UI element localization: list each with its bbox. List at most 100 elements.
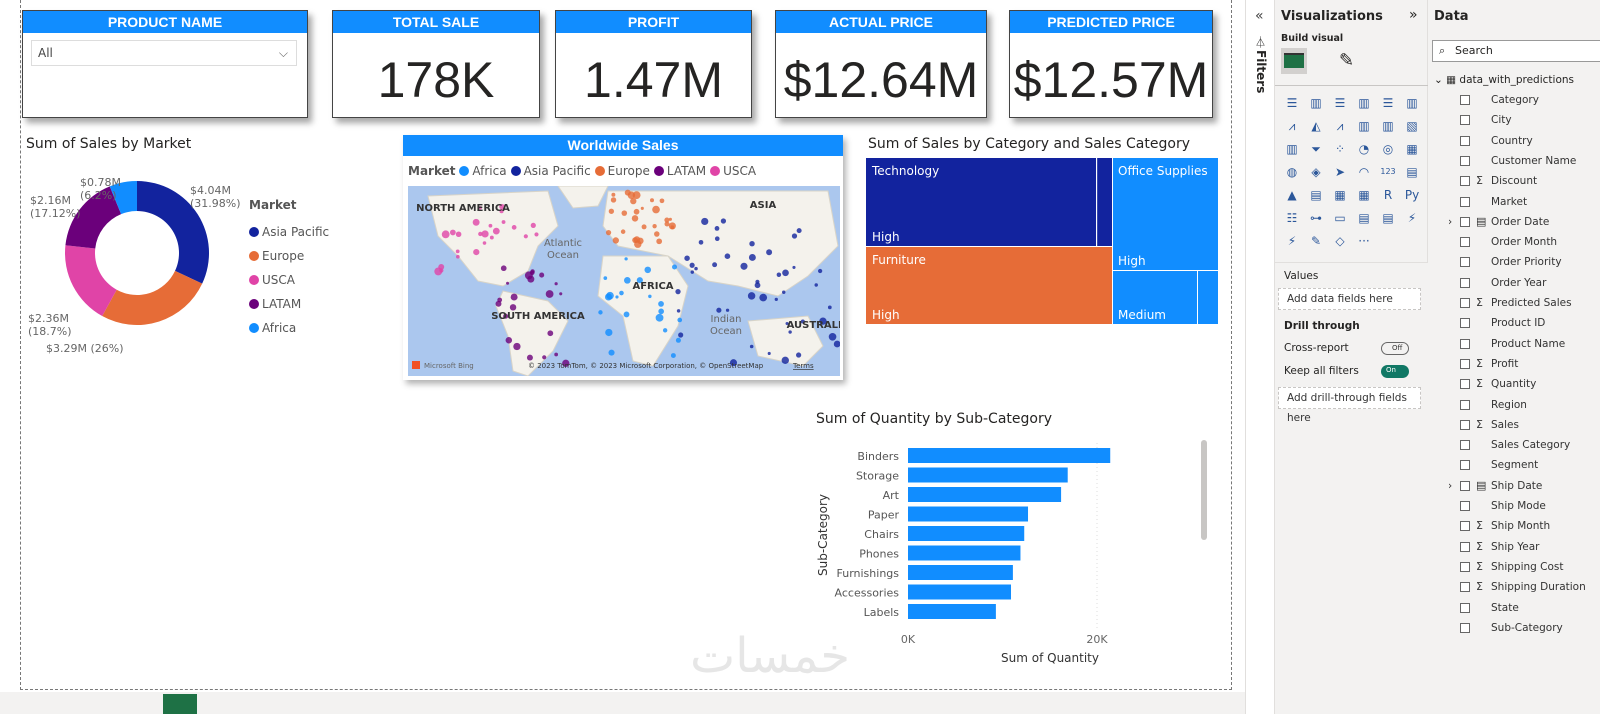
slicer-icon[interactable]: ▤ xyxy=(1310,188,1322,202)
map-point[interactable] xyxy=(495,300,502,307)
table-icon[interactable]: ▦ xyxy=(1334,188,1346,202)
map-point[interactable] xyxy=(456,254,460,259)
map-point[interactable] xyxy=(689,262,695,268)
bar-binders[interactable] xyxy=(908,448,1111,463)
map-point[interactable] xyxy=(542,355,547,360)
field-ship-month[interactable]: Σ Ship Month xyxy=(1428,516,1600,536)
keep-filters-toggle[interactable]: On xyxy=(1381,365,1409,378)
map-point[interactable] xyxy=(788,330,792,334)
bar-chart-scrollbar[interactable] xyxy=(1201,440,1207,540)
map-point[interactable] xyxy=(562,359,570,367)
treemap-tile-office-supplies-other[interactable] xyxy=(1198,271,1218,324)
field-checkbox[interactable] xyxy=(1460,95,1470,105)
map-point[interactable] xyxy=(478,231,483,237)
map-point[interactable] xyxy=(513,342,521,351)
map-point[interactable] xyxy=(623,277,631,284)
map-point[interactable] xyxy=(698,240,704,245)
map-point[interactable] xyxy=(694,266,698,271)
map-point[interactable] xyxy=(754,282,761,289)
map-point[interactable] xyxy=(795,352,802,358)
expand-right-icon[interactable]: » xyxy=(1409,7,1418,23)
paginated-icon[interactable]: ▤ xyxy=(1382,211,1394,225)
map-point[interactable] xyxy=(620,229,626,234)
stacked-bar-icon[interactable]: ☰ xyxy=(1286,96,1298,110)
field-checkbox[interactable] xyxy=(1460,216,1470,227)
treemap-tile-technology-high[interactable]: Technology High xyxy=(866,158,1096,246)
map-legend-item[interactable]: USCA xyxy=(710,164,756,178)
bar-phones[interactable] xyxy=(908,545,1021,561)
map-point[interactable] xyxy=(530,222,536,228)
map-point[interactable] xyxy=(644,266,652,274)
gauge-icon[interactable]: ◠ xyxy=(1358,165,1370,179)
map-point[interactable] xyxy=(676,309,681,313)
decomposition-tree-icon[interactable]: ⊶ xyxy=(1310,211,1322,225)
map-point[interactable] xyxy=(782,290,786,294)
map-point[interactable] xyxy=(554,352,559,357)
field-state[interactable]: State xyxy=(1428,598,1600,618)
donut-slice-asia-pacific[interactable] xyxy=(137,181,210,284)
map-point[interactable] xyxy=(654,231,660,237)
field-checkbox[interactable] xyxy=(1460,237,1470,248)
line-column-icon[interactable]: ▥ xyxy=(1358,119,1370,133)
field-shipping-cost[interactable]: Σ Shipping Cost xyxy=(1428,557,1600,577)
map-point[interactable] xyxy=(712,262,718,268)
map-point[interactable] xyxy=(547,330,554,337)
field-market[interactable]: Market xyxy=(1428,192,1600,212)
map-point[interactable] xyxy=(499,209,504,214)
kpi-icon[interactable]: ▲ xyxy=(1287,188,1297,202)
map-point[interactable] xyxy=(649,198,654,203)
map-point[interactable] xyxy=(610,197,617,203)
map-point[interactable] xyxy=(818,268,823,274)
legend-item[interactable]: LATAM xyxy=(249,292,329,316)
more-icon[interactable]: ··· xyxy=(1358,234,1370,248)
field-shipping-duration[interactable]: Σ Shipping Duration xyxy=(1428,577,1600,597)
map-point[interactable] xyxy=(598,310,603,315)
area-icon[interactable]: ◭ xyxy=(1311,119,1321,133)
treemap-tile-technology-other[interactable] xyxy=(1097,158,1112,246)
field-checkbox[interactable] xyxy=(1460,419,1470,430)
qa-icon[interactable]: ▭ xyxy=(1334,211,1346,225)
map-point[interactable] xyxy=(503,313,509,319)
map-legend-item[interactable]: Africa xyxy=(459,164,507,178)
map-point[interactable] xyxy=(729,359,738,367)
field-country[interactable]: Country xyxy=(1428,131,1600,151)
map-point[interactable] xyxy=(725,308,730,312)
format-visual-icon[interactable]: ✎ xyxy=(1339,50,1355,71)
donut-slice-europe[interactable] xyxy=(102,270,203,325)
map-point[interactable] xyxy=(684,255,690,261)
map-point[interactable] xyxy=(529,270,535,276)
field-checkbox[interactable] xyxy=(1460,622,1470,633)
table-node[interactable]: ⌄ ▦ data_with_predictions xyxy=(1434,72,1574,88)
100-column-icon[interactable]: ▥ xyxy=(1406,96,1418,110)
map-point[interactable] xyxy=(652,223,657,229)
field-sub-category[interactable]: Sub-Category xyxy=(1428,618,1600,638)
bar-art[interactable] xyxy=(908,487,1062,502)
map-point[interactable] xyxy=(554,282,558,286)
drill-through-well[interactable]: Add drill-through fields here xyxy=(1278,387,1421,424)
bar-chairs[interactable] xyxy=(908,526,1025,541)
map-point[interactable] xyxy=(478,206,482,210)
field-checkbox[interactable] xyxy=(1460,298,1470,308)
map-point[interactable] xyxy=(714,236,720,242)
field-order-month[interactable]: Order Month xyxy=(1428,232,1600,252)
power-apps-2-icon[interactable]: ◇ xyxy=(1335,234,1345,248)
stacked-column-icon[interactable]: ▥ xyxy=(1310,96,1322,110)
map-point[interactable] xyxy=(523,234,528,239)
map-point[interactable] xyxy=(640,206,644,210)
map-point[interactable] xyxy=(608,349,615,356)
map-point[interactable] xyxy=(814,283,818,287)
field-ship-date[interactable]: › ▤ Ship Date xyxy=(1428,476,1600,496)
field-checkbox[interactable] xyxy=(1460,501,1470,511)
map-point[interactable] xyxy=(670,225,675,230)
map-point[interactable] xyxy=(749,344,754,349)
map-point[interactable] xyxy=(492,227,500,235)
matrix-icon[interactable]: ▦ xyxy=(1358,188,1370,202)
map-point[interactable] xyxy=(488,223,493,228)
field-checkbox[interactable] xyxy=(1460,176,1470,187)
values-well[interactable]: Add data fields here xyxy=(1278,288,1421,310)
field-checkbox[interactable] xyxy=(1460,541,1470,552)
map-point[interactable] xyxy=(781,356,789,365)
legend-item[interactable]: USCA xyxy=(249,268,329,292)
donut-slice-latam[interactable] xyxy=(65,186,122,249)
map-point[interactable] xyxy=(489,235,494,240)
